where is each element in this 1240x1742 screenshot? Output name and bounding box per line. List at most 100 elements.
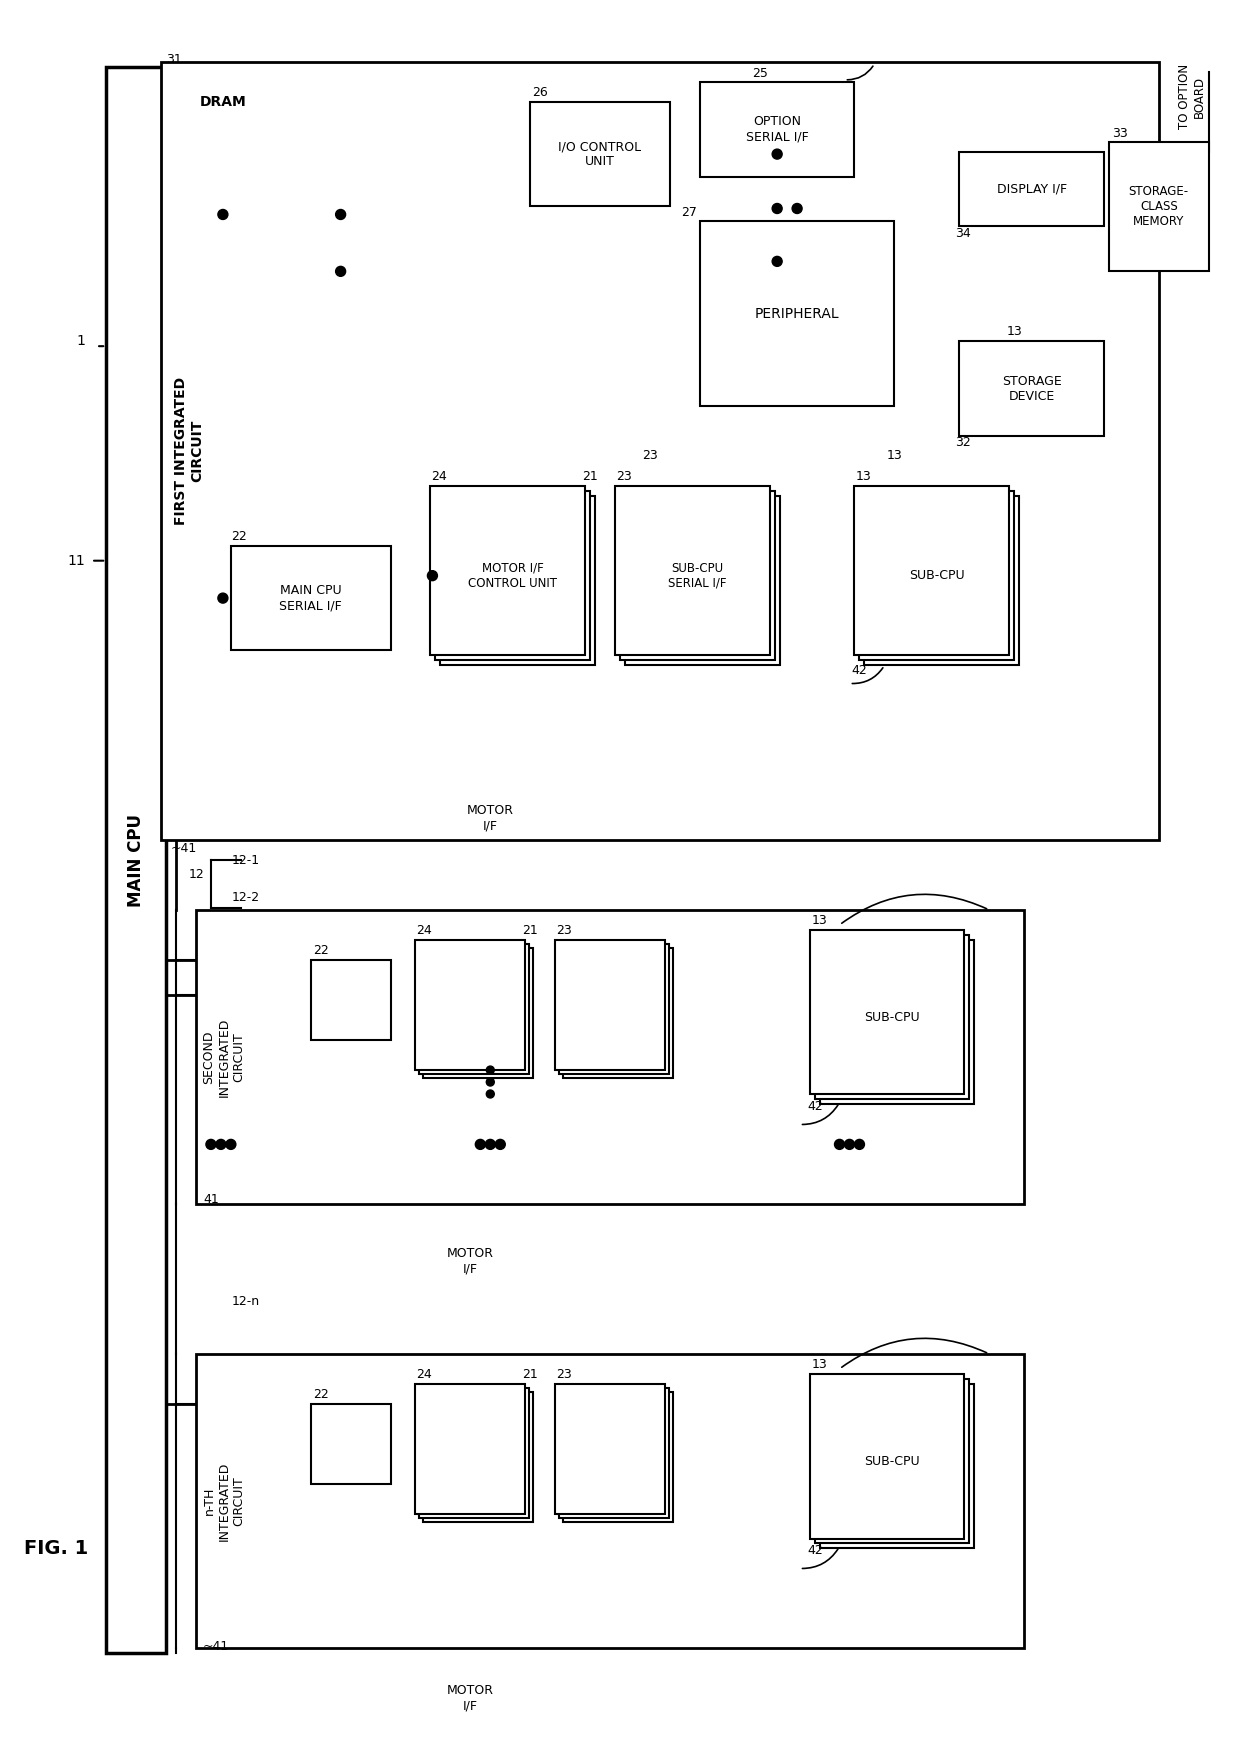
Circle shape (218, 592, 228, 603)
Circle shape (206, 1139, 216, 1150)
Text: 22: 22 (312, 944, 329, 958)
Circle shape (844, 1139, 854, 1150)
Text: 13: 13 (1006, 324, 1022, 338)
Text: 12-1: 12-1 (232, 854, 260, 866)
Bar (423, 948, 533, 1078)
Bar (563, 1392, 673, 1521)
Bar (625, 496, 780, 665)
Bar (556, 941, 665, 1070)
Text: FIRST INTEGRATED
CIRCUIT: FIRST INTEGRATED CIRCUIT (174, 376, 205, 524)
Text: MAIN CPU: MAIN CPU (126, 814, 145, 906)
Text: 23: 23 (557, 1369, 572, 1381)
Circle shape (336, 267, 346, 277)
Bar (430, 486, 585, 655)
Bar (196, 909, 1024, 1204)
Bar (196, 1354, 1024, 1648)
Bar (1109, 141, 1209, 272)
Text: 23: 23 (642, 449, 657, 462)
Text: STORAGE
DEVICE: STORAGE DEVICE (1002, 375, 1061, 402)
Text: 33: 33 (1112, 127, 1127, 139)
Text: 25: 25 (751, 68, 768, 80)
Text: 34: 34 (955, 226, 971, 240)
Bar (815, 1380, 970, 1543)
Text: 26: 26 (532, 87, 548, 99)
Text: 22: 22 (231, 530, 247, 544)
Text: 21: 21 (522, 925, 538, 937)
Bar (810, 1374, 965, 1538)
Text: 12-2: 12-2 (232, 892, 260, 904)
Text: 27: 27 (681, 206, 697, 219)
Bar (960, 341, 1104, 436)
Text: SUB-CPU: SUB-CPU (909, 570, 965, 582)
Text: ~41: ~41 (171, 841, 197, 855)
Text: 13: 13 (887, 449, 903, 462)
Bar (415, 941, 526, 1070)
Text: 42: 42 (852, 664, 867, 678)
Text: 21: 21 (522, 1369, 538, 1381)
Bar (859, 491, 1014, 660)
Circle shape (428, 571, 438, 580)
Bar (556, 1383, 665, 1514)
Bar (559, 944, 668, 1073)
Text: ~41: ~41 (203, 1639, 229, 1653)
Circle shape (773, 204, 782, 214)
Bar (615, 486, 770, 655)
Text: 12-n: 12-n (232, 1294, 260, 1308)
Circle shape (773, 256, 782, 267)
Bar (810, 930, 965, 1094)
Bar (854, 486, 1009, 655)
Text: SUB-CPU: SUB-CPU (864, 1010, 920, 1024)
Circle shape (336, 209, 346, 219)
Circle shape (792, 204, 802, 214)
Bar (820, 1383, 975, 1549)
Text: 13: 13 (811, 915, 827, 927)
Text: 23: 23 (616, 470, 631, 483)
Circle shape (486, 1066, 495, 1075)
Bar (415, 1383, 526, 1514)
Bar (960, 152, 1104, 226)
Bar (563, 948, 673, 1078)
Text: 42: 42 (807, 1099, 823, 1113)
Text: 13: 13 (811, 1359, 827, 1371)
Text: 12: 12 (188, 869, 205, 881)
Text: 41: 41 (203, 1193, 218, 1205)
Circle shape (486, 1078, 495, 1085)
Circle shape (485, 1139, 495, 1150)
Bar (699, 221, 894, 406)
Circle shape (835, 1139, 844, 1150)
Bar (815, 935, 970, 1099)
Circle shape (226, 1139, 236, 1150)
Text: STORAGE-
CLASS
MEMORY: STORAGE- CLASS MEMORY (1128, 185, 1189, 228)
Text: MAIN CPU
SERIAL I/F: MAIN CPU SERIAL I/F (279, 584, 342, 611)
Bar (864, 496, 1019, 665)
Circle shape (216, 1139, 226, 1150)
Circle shape (475, 1139, 485, 1150)
Text: SUB-CPU: SUB-CPU (864, 1455, 920, 1469)
Text: DISPLAY I/F: DISPLAY I/F (997, 183, 1066, 195)
Text: 22: 22 (312, 1388, 329, 1401)
Text: 23: 23 (557, 925, 572, 937)
Bar (107, 66, 166, 1653)
Bar (620, 491, 775, 660)
Bar (311, 960, 391, 1040)
Bar (423, 1392, 533, 1521)
Circle shape (773, 150, 782, 159)
Text: 24: 24 (417, 925, 433, 937)
Text: 31: 31 (166, 54, 182, 66)
Bar (311, 1404, 391, 1484)
Text: 24: 24 (417, 1369, 433, 1381)
Text: MOTOR
I/F: MOTOR I/F (446, 1685, 494, 1712)
Text: FIG. 1: FIG. 1 (24, 1538, 88, 1557)
Text: 1: 1 (77, 334, 86, 348)
Bar (820, 941, 975, 1104)
Bar (231, 545, 391, 650)
Circle shape (495, 1139, 505, 1150)
Text: I/O CONTROL
UNIT: I/O CONTROL UNIT (558, 139, 641, 169)
Text: MOTOR
I/F: MOTOR I/F (466, 805, 513, 833)
Text: n-TH
INTEGRATED
CIRCUIT: n-TH INTEGRATED CIRCUIT (202, 1462, 246, 1540)
Text: 11: 11 (67, 554, 86, 568)
Bar (531, 101, 670, 207)
Text: SUB-CPU
SERIAL I/F: SUB-CPU SERIAL I/F (668, 561, 727, 589)
Text: OPTION
SERIAL I/F: OPTION SERIAL I/F (745, 115, 808, 143)
Text: MOTOR I/F
CONTROL UNIT: MOTOR I/F CONTROL UNIT (469, 561, 557, 589)
